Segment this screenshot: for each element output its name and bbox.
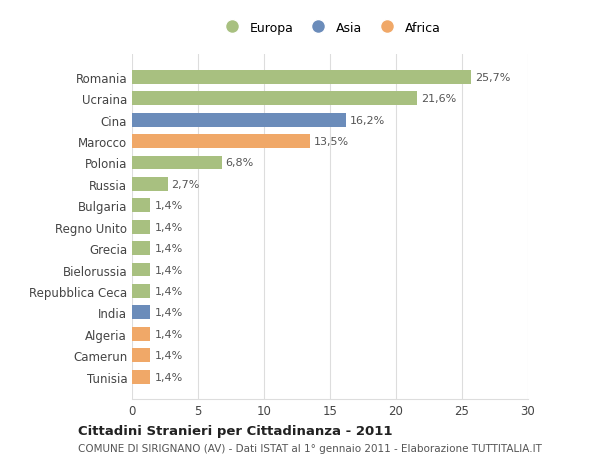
Text: 1,4%: 1,4% [154,201,182,211]
Text: 25,7%: 25,7% [475,73,511,83]
Bar [132,92,417,106]
Bar [132,135,310,149]
Text: 1,4%: 1,4% [154,244,182,253]
Bar [132,306,151,319]
Text: 1,4%: 1,4% [154,308,182,318]
Bar [132,178,167,191]
Bar [132,199,151,213]
Bar [132,156,222,170]
Text: 21,6%: 21,6% [421,94,457,104]
Bar [132,284,151,298]
Bar [132,348,151,362]
Text: 13,5%: 13,5% [314,137,349,147]
Text: 1,4%: 1,4% [154,372,182,382]
Text: 1,4%: 1,4% [154,222,182,232]
Bar [132,220,151,234]
Text: 1,4%: 1,4% [154,329,182,339]
Bar [132,71,471,84]
Text: 2,7%: 2,7% [172,179,200,190]
Text: 1,4%: 1,4% [154,286,182,296]
Bar [132,370,151,384]
Text: COMUNE DI SIRIGNANO (AV) - Dati ISTAT al 1° gennaio 2011 - Elaborazione TUTTITAL: COMUNE DI SIRIGNANO (AV) - Dati ISTAT al… [78,443,542,453]
Text: 1,4%: 1,4% [154,350,182,360]
Bar [132,263,151,277]
Text: 6,8%: 6,8% [226,158,254,168]
Text: 1,4%: 1,4% [154,265,182,275]
Bar [132,327,151,341]
Legend: Europa, Asia, Africa: Europa, Asia, Africa [215,17,445,39]
Bar [132,113,346,127]
Bar [132,241,151,256]
Text: 16,2%: 16,2% [350,115,385,125]
Text: Cittadini Stranieri per Cittadinanza - 2011: Cittadini Stranieri per Cittadinanza - 2… [78,424,392,437]
